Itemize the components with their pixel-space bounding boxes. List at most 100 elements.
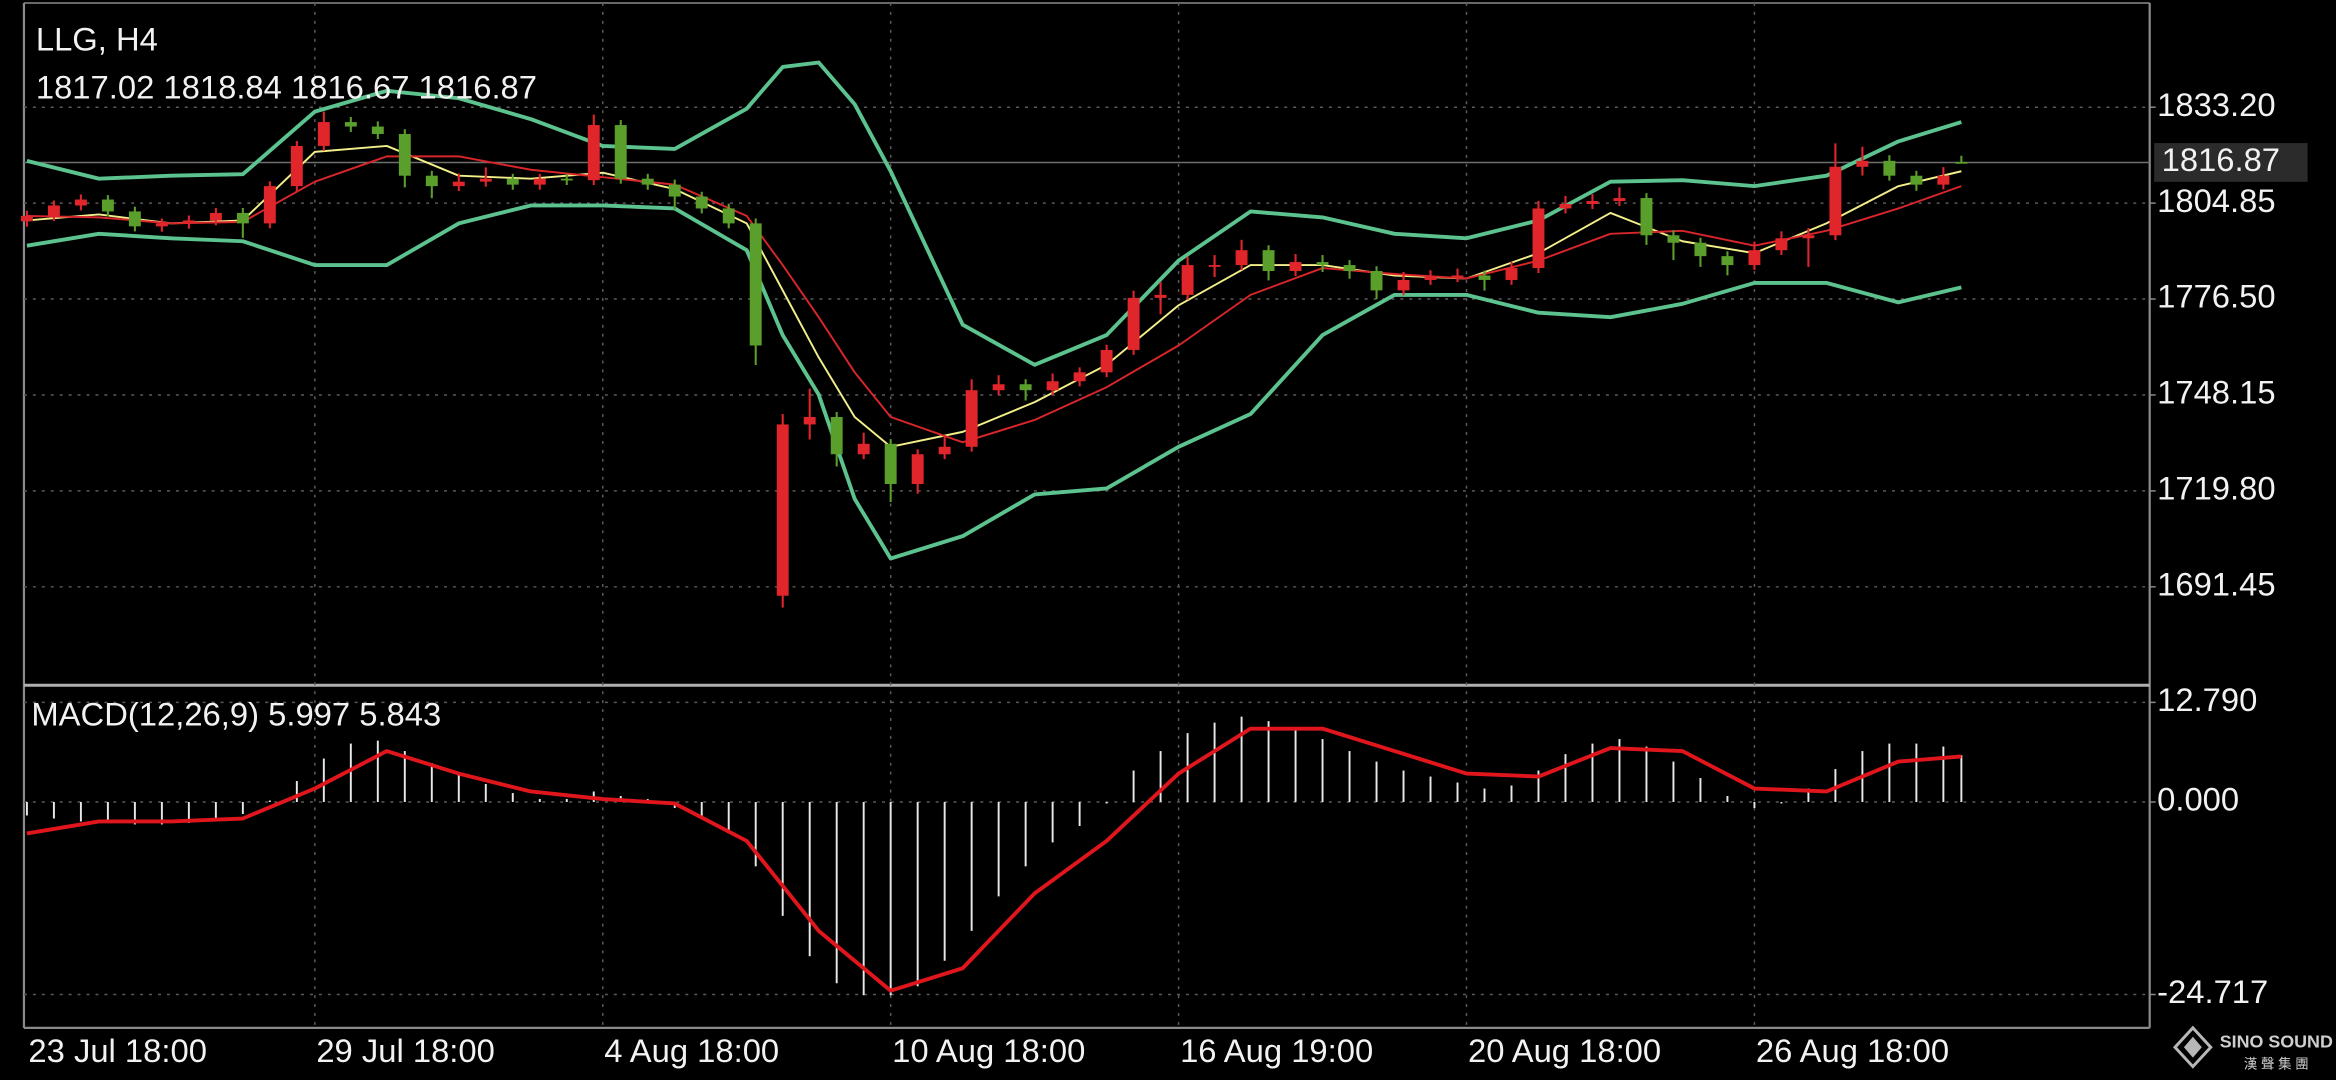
last-price-box [2154, 143, 2308, 182]
candle-body [668, 184, 681, 197]
watermark-name: SINO SOUND [2220, 1031, 2333, 1051]
candle-body [1559, 203, 1572, 209]
ohlc-value: 1816.67 [291, 68, 409, 105]
candle-body [155, 223, 168, 227]
candle-body [236, 212, 249, 224]
candle-body [479, 178, 492, 182]
candle-body [857, 443, 870, 455]
candle-body [1910, 175, 1923, 185]
candle-body [1478, 275, 1491, 280]
candle-body [182, 220, 195, 224]
candle-body [1046, 381, 1059, 391]
candle-body [1100, 349, 1113, 373]
candle-body [398, 133, 411, 176]
candle-body [1721, 256, 1734, 266]
candle-body [1856, 160, 1869, 167]
candle-body [47, 205, 60, 216]
ohlc-header: 1817.02 1818.84 1816.67 1816.87 [36, 68, 537, 105]
indicator-line [26, 144, 1962, 448]
candle-body [1586, 201, 1599, 204]
candle-body [1937, 175, 1950, 185]
candle-body [20, 215, 33, 222]
candle-body [1235, 250, 1248, 266]
candle-body [1181, 265, 1194, 295]
candle-body [587, 125, 600, 181]
candle-body [1505, 268, 1518, 280]
candle-body [101, 199, 114, 212]
y-tick-label: 1748.15 [2157, 374, 2275, 411]
candle-body [128, 211, 141, 227]
y-tick-label: 1804.85 [2157, 182, 2275, 219]
indicator-name: MACD(12,26,9) [31, 695, 259, 732]
candle-body [1370, 271, 1383, 291]
candle-body [1397, 279, 1410, 291]
candle-body [1343, 265, 1356, 272]
candle-body [1316, 262, 1329, 266]
signal-line [26, 726, 1962, 993]
indicator-line [26, 203, 1962, 561]
watermark-subtitle: 漢 聲 集 團 [2244, 1056, 2309, 1072]
y-tick-label: -24.717 [2157, 973, 2268, 1010]
candle-body [1451, 275, 1464, 278]
candle-body [938, 446, 951, 455]
watermark-logo-inner [2183, 1036, 2202, 1058]
candle-body [1532, 208, 1545, 269]
y-tick-label: 1691.45 [2157, 565, 2275, 602]
candle-body [506, 178, 519, 185]
indicator-header: MACD(12,26,9) 5.997 5.843 [31, 695, 441, 732]
candle-body [1262, 250, 1275, 272]
candle-body [1154, 294, 1167, 298]
candle-body [749, 223, 762, 346]
candle-body [1802, 235, 1815, 239]
signal-value: 5.843 [359, 695, 441, 732]
candle-body [1694, 242, 1707, 257]
candle-body [425, 175, 438, 187]
candle-body [1208, 265, 1221, 267]
watermark: SINO SOUND 漢 聲 集 團 [2172, 1025, 2333, 1072]
last-price-label: 1816.87 [2162, 141, 2280, 178]
ohlc-value: 1816.87 [419, 68, 537, 105]
ohlc-value: 1818.84 [163, 68, 281, 105]
candle-body [74, 199, 87, 206]
chart-title: LLG, H4 [36, 20, 158, 57]
x-tick-label: 20 Aug 18:00 [1468, 1032, 1661, 1069]
x-tick-label: 4 Aug 18:00 [604, 1032, 779, 1069]
candle-body [371, 126, 384, 134]
candle-body [911, 454, 924, 485]
x-tick-label: 26 Aug 18:00 [1756, 1032, 1949, 1069]
candle-body [830, 416, 843, 455]
candle-body [560, 178, 573, 181]
candle-body [344, 122, 357, 127]
y-tick-label: 12.790 [2157, 681, 2257, 718]
indicator-line [26, 60, 1962, 367]
candle-body [1955, 161, 1968, 164]
candle-body [1883, 160, 1896, 176]
macd-value: 5.997 [268, 695, 350, 732]
x-tick-label: 16 Aug 19:00 [1180, 1032, 1373, 1069]
candle-body [317, 122, 330, 146]
candle-body [290, 145, 303, 187]
indicator-line [26, 155, 1962, 444]
candle-body [452, 181, 465, 187]
candle-body [1640, 198, 1653, 236]
candle-body [1424, 276, 1437, 280]
y-tick-label: 0.000 [2157, 781, 2239, 818]
candle-body [641, 178, 654, 185]
candle-body [992, 384, 1005, 391]
y-tick-label: 1776.50 [2157, 278, 2275, 315]
x-tick-label: 23 Jul 18:00 [28, 1032, 207, 1069]
candle-body [965, 390, 978, 447]
candle-body [1289, 262, 1302, 272]
candle-body [263, 186, 276, 224]
x-tick-label: 29 Jul 18:00 [316, 1032, 495, 1069]
candle-body [1667, 235, 1680, 243]
candle-body [695, 196, 708, 209]
candle-body [1829, 166, 1842, 236]
candle-body [1019, 384, 1032, 391]
candle-body [884, 443, 897, 485]
candle-body [1613, 198, 1626, 202]
watermark-logo [2172, 1025, 2213, 1069]
candle-body [209, 212, 222, 221]
